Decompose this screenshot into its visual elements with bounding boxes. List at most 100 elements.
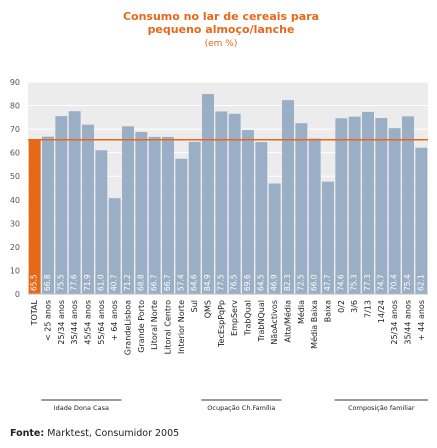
category-label: QMS [204,300,213,318]
category-label: 35/44 anos [404,300,413,345]
y-tick-label: 0 [15,290,20,299]
source-note: Fonte: Marktest, Consumidor 2005 [10,428,179,439]
bar [42,136,54,294]
y-tick-label: 80 [10,102,20,111]
value-label: 66.7 [163,274,172,291]
value-label: 64.5 [256,274,265,291]
value-label: 66.8 [43,274,52,291]
chart-title-line-2: pequeno almoço/lanche [148,23,295,36]
bar [228,113,241,294]
y-tick-label: 70 [10,125,20,134]
plot-area: 0 10 20 30 40 50 60 70 80 90 65.5 TOTAL 66.8 < 25 ano… [10,78,428,412]
group-label: Composição familiar [348,404,415,412]
bar [148,136,161,294]
bar [82,124,94,294]
bar [95,150,108,294]
value-label: 75.5 [56,274,65,291]
value-label: 40.7 [110,274,119,291]
category-label: Baixa [324,300,333,322]
value-label: 66.0 [310,274,319,291]
chart-title-line-1: Consumo no lar de cereais para [123,10,319,23]
value-label: 47.7 [323,274,332,291]
bar [362,111,374,294]
category-label: Litoral Centro [164,300,173,354]
value-label: 71.9 [83,274,92,291]
category-label: Média [296,300,306,324]
category-label: GrandeLisboa [124,300,133,355]
bar [242,130,254,294]
source-text: Marktest, Consumidor 2005 [44,428,179,439]
category-label: + 44 anos [417,300,426,341]
bar [135,131,148,294]
bar [282,100,294,294]
value-label: 61.0 [96,274,105,291]
category-label: 45/54 anos [84,300,93,345]
category-label: 14/24 [377,300,386,323]
value-label: 72.5 [296,274,305,291]
category-label: 25/34 anos [57,300,66,345]
category-label: TOTAL [30,299,39,326]
category-label: 55/64 anos [97,300,106,345]
value-label: 71.2 [123,274,132,291]
bar [402,116,414,294]
value-label: 65.5 [30,274,39,291]
bar [348,116,361,294]
value-label: 74.6 [336,274,345,291]
chart-subtitle: (em %) [205,39,238,49]
category-label: Alta/Média [283,300,293,343]
value-label: 75.3 [350,274,359,291]
value-label: 64.6 [190,274,199,291]
category-label: Interior Norte [177,300,186,354]
value-label: 77.6 [70,274,79,291]
y-tick-label: 40 [10,196,20,205]
y-tick-label: 10 [10,266,20,275]
y-tick-label: 50 [10,172,20,181]
bar [255,142,268,294]
category-label: 25/34 anos [390,300,399,345]
value-label: 77.5 [216,274,225,291]
value-label: 76.5 [230,274,239,291]
value-label: 68.8 [136,274,145,291]
bar [308,138,321,294]
y-tick-label: 60 [10,149,20,158]
bar [295,123,308,294]
bar [322,181,334,294]
value-label: 69.6 [243,274,252,291]
bar [188,141,201,294]
group-label: Ocupação Ch.Família [207,404,275,412]
category-label: < 25 anos [44,300,53,341]
category-label: 3/6 [350,300,359,313]
category-label: Litoral Norte [150,300,159,350]
y-tick-label: 30 [10,219,20,228]
category-label: TecEspPqPp [217,300,226,348]
value-label: 74.7 [376,274,385,291]
value-label: 62.1 [416,274,425,291]
category-label: Grande Porto [137,300,146,353]
bar [55,116,68,295]
category-label: 7/13 [364,300,373,318]
category-label: 0/2 [337,300,346,313]
value-label: 57.4 [176,274,185,291]
value-label: 66.7 [150,274,159,291]
value-label: 82.3 [283,274,292,291]
y-tick-label: 90 [10,78,20,87]
bar [68,111,81,294]
bar [215,111,228,294]
bar [335,118,348,294]
category-label: Média Baixa [309,300,319,349]
bar [415,147,428,294]
bar [122,126,134,294]
value-label: 46.9 [270,274,279,291]
bar [108,198,121,294]
value-label: 70.4 [390,274,399,291]
category-label: + 64 anos [110,300,119,341]
bar [175,158,188,294]
value-label: 77.3 [363,274,372,291]
value-label: 84.9 [203,274,212,291]
category-label: EmpServ [230,300,239,336]
category-label: 35/44 anos [70,300,79,345]
bar [162,136,174,294]
group-label: Idade Dona Casa [54,404,109,412]
bar [375,118,388,294]
